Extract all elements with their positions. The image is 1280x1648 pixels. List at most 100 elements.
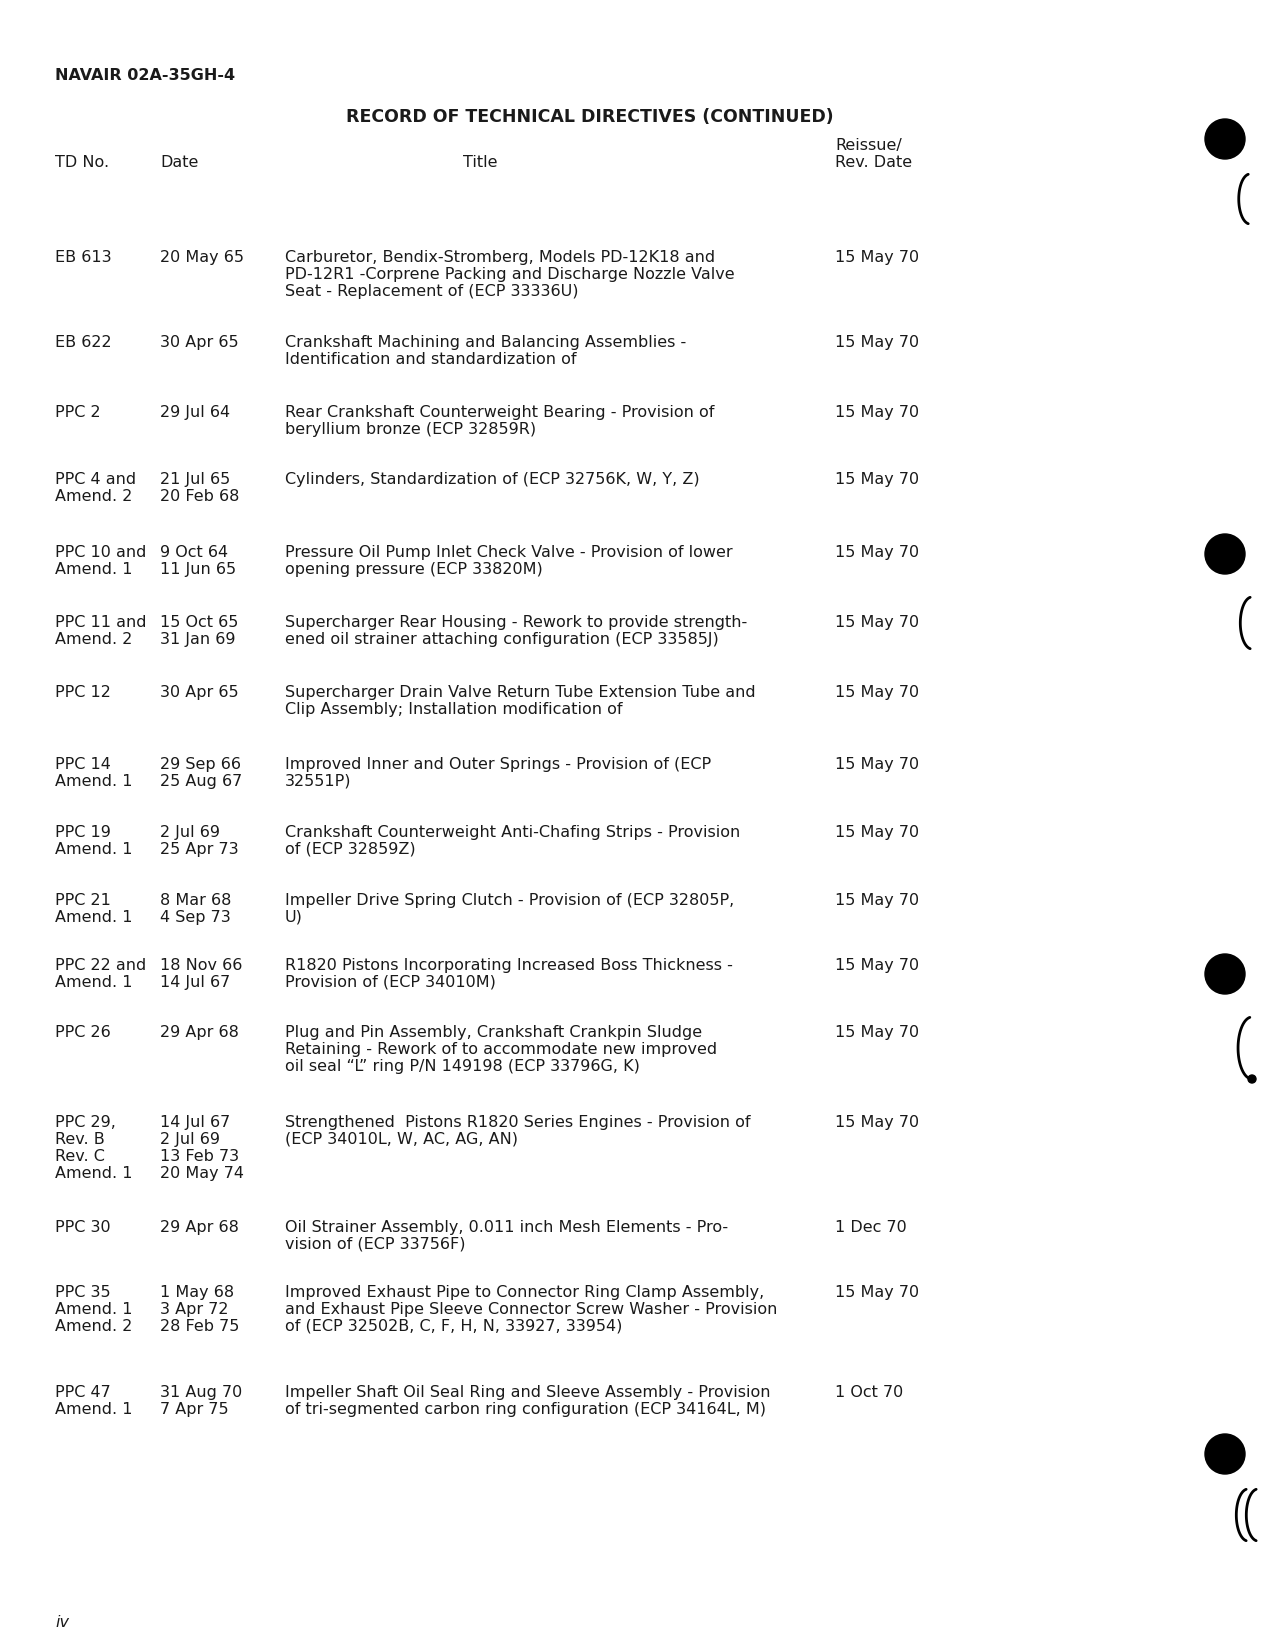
Text: 15 May 70: 15 May 70	[835, 824, 919, 839]
Circle shape	[1204, 534, 1245, 575]
Text: 2 Jul 69: 2 Jul 69	[160, 1131, 220, 1147]
Text: TD No.: TD No.	[55, 155, 109, 170]
Text: EB 622: EB 622	[55, 335, 111, 349]
Text: Rev. C: Rev. C	[55, 1149, 105, 1163]
Text: 32551P): 32551P)	[285, 773, 352, 788]
Text: 2 Jul 69: 2 Jul 69	[160, 824, 220, 839]
Text: 15 May 70: 15 May 70	[835, 756, 919, 771]
Text: Amend. 1: Amend. 1	[55, 1401, 133, 1416]
Text: Amend. 2: Amend. 2	[55, 1318, 132, 1333]
Text: 20 May 65: 20 May 65	[160, 250, 244, 265]
Text: Clip Assembly; Installation modification of: Clip Assembly; Installation modification…	[285, 702, 622, 717]
Text: Plug and Pin Assembly, Crankshaft Crankpin Sludge: Plug and Pin Assembly, Crankshaft Crankp…	[285, 1025, 703, 1040]
Text: Date: Date	[160, 155, 198, 170]
Text: Amend. 1: Amend. 1	[55, 1302, 133, 1317]
Text: Improved Inner and Outer Springs - Provision of (ECP: Improved Inner and Outer Springs - Provi…	[285, 756, 712, 771]
Text: 4 Sep 73: 4 Sep 73	[160, 910, 230, 925]
Text: 15 May 70: 15 May 70	[835, 471, 919, 486]
Text: Amend. 1: Amend. 1	[55, 1165, 133, 1180]
Text: PD-12R1 -Corprene Packing and Discharge Nozzle Valve: PD-12R1 -Corprene Packing and Discharge …	[285, 267, 735, 282]
Text: 1 Dec 70: 1 Dec 70	[835, 1220, 906, 1234]
Text: R1820 Pistons Incorporating Increased Boss Thickness -: R1820 Pistons Incorporating Increased Bo…	[285, 957, 733, 972]
Text: 29 Sep 66: 29 Sep 66	[160, 756, 241, 771]
Circle shape	[1204, 1434, 1245, 1473]
Text: PPC 21: PPC 21	[55, 893, 111, 908]
Text: Amend. 1: Amend. 1	[55, 773, 133, 788]
Text: 21 Jul 65: 21 Jul 65	[160, 471, 230, 486]
Text: 9 Oct 64: 9 Oct 64	[160, 545, 228, 560]
Text: PPC 22 and: PPC 22 and	[55, 957, 146, 972]
Text: PPC 12: PPC 12	[55, 684, 111, 699]
Circle shape	[1204, 954, 1245, 994]
Text: PPC 30: PPC 30	[55, 1220, 110, 1234]
Text: 11 Jun 65: 11 Jun 65	[160, 562, 236, 577]
Text: 15 May 70: 15 May 70	[835, 335, 919, 349]
Text: iv: iv	[55, 1613, 69, 1628]
Text: 7 Apr 75: 7 Apr 75	[160, 1401, 229, 1416]
Text: 15 May 70: 15 May 70	[835, 893, 919, 908]
Text: 25 Apr 73: 25 Apr 73	[160, 842, 238, 857]
Text: of tri-segmented carbon ring configuration (ECP 34164L, M): of tri-segmented carbon ring configurati…	[285, 1401, 765, 1416]
Text: PPC 47: PPC 47	[55, 1384, 111, 1399]
Text: 29 Jul 64: 29 Jul 64	[160, 405, 230, 420]
Text: Provision of (ECP 34010M): Provision of (ECP 34010M)	[285, 974, 495, 989]
Text: Reissue/: Reissue/	[835, 138, 901, 153]
Text: PPC 10 and: PPC 10 and	[55, 545, 146, 560]
Text: Improved Exhaust Pipe to Connector Ring Clamp Assembly,: Improved Exhaust Pipe to Connector Ring …	[285, 1284, 764, 1299]
Text: PPC 35: PPC 35	[55, 1284, 110, 1299]
Text: PPC 19: PPC 19	[55, 824, 111, 839]
Text: 29 Apr 68: 29 Apr 68	[160, 1025, 239, 1040]
Text: 15 May 70: 15 May 70	[835, 684, 919, 699]
Text: 20 Feb 68: 20 Feb 68	[160, 489, 239, 504]
Text: Strengthened  Pistons R1820 Series Engines - Provision of: Strengthened Pistons R1820 Series Engine…	[285, 1114, 750, 1129]
Text: Title: Title	[463, 155, 497, 170]
Text: 15 May 70: 15 May 70	[835, 615, 919, 630]
Text: Retaining - Rework of to accommodate new improved: Retaining - Rework of to accommodate new…	[285, 1042, 717, 1056]
Text: Identification and standardization of: Identification and standardization of	[285, 351, 576, 368]
Text: 30 Apr 65: 30 Apr 65	[160, 684, 238, 699]
Text: Amend. 2: Amend. 2	[55, 631, 132, 646]
Text: 29 Apr 68: 29 Apr 68	[160, 1220, 239, 1234]
Text: PPC 2: PPC 2	[55, 405, 101, 420]
Text: 14 Jul 67: 14 Jul 67	[160, 1114, 230, 1129]
Text: Crankshaft Machining and Balancing Assemblies -: Crankshaft Machining and Balancing Assem…	[285, 335, 686, 349]
Text: 13 Feb 73: 13 Feb 73	[160, 1149, 239, 1163]
Text: opening pressure (ECP 33820M): opening pressure (ECP 33820M)	[285, 562, 543, 577]
Text: Amend. 2: Amend. 2	[55, 489, 132, 504]
Text: Seat - Replacement of (ECP 33336U): Seat - Replacement of (ECP 33336U)	[285, 283, 579, 298]
Text: 31 Jan 69: 31 Jan 69	[160, 631, 236, 646]
Text: Impeller Drive Spring Clutch - Provision of (ECP 32805P,: Impeller Drive Spring Clutch - Provision…	[285, 893, 735, 908]
Text: 15 May 70: 15 May 70	[835, 1025, 919, 1040]
Text: Rev. B: Rev. B	[55, 1131, 105, 1147]
Text: 20 May 74: 20 May 74	[160, 1165, 244, 1180]
Text: of (ECP 32859Z): of (ECP 32859Z)	[285, 842, 416, 857]
Text: EB 613: EB 613	[55, 250, 111, 265]
Text: Rear Crankshaft Counterweight Bearing - Provision of: Rear Crankshaft Counterweight Bearing - …	[285, 405, 714, 420]
Text: PPC 4 and: PPC 4 and	[55, 471, 136, 486]
Text: Oil Strainer Assembly, 0.011 inch Mesh Elements - Pro-: Oil Strainer Assembly, 0.011 inch Mesh E…	[285, 1220, 728, 1234]
Text: 18 Nov 66: 18 Nov 66	[160, 957, 242, 972]
Text: 25 Aug 67: 25 Aug 67	[160, 773, 242, 788]
Text: (ECP 34010L, W, AC, AG, AN): (ECP 34010L, W, AC, AG, AN)	[285, 1131, 518, 1147]
Text: Rev. Date: Rev. Date	[835, 155, 913, 170]
Text: PPC 29,: PPC 29,	[55, 1114, 116, 1129]
Text: PPC 26: PPC 26	[55, 1025, 111, 1040]
Text: Amend. 1: Amend. 1	[55, 842, 133, 857]
Text: Supercharger Rear Housing - Rework to provide strength-: Supercharger Rear Housing - Rework to pr…	[285, 615, 748, 630]
Text: U): U)	[285, 910, 303, 925]
Text: 15 May 70: 15 May 70	[835, 405, 919, 420]
Text: 1 May 68: 1 May 68	[160, 1284, 234, 1299]
Text: and Exhaust Pipe Sleeve Connector Screw Washer - Provision: and Exhaust Pipe Sleeve Connector Screw …	[285, 1302, 777, 1317]
Text: 1 Oct 70: 1 Oct 70	[835, 1384, 904, 1399]
Text: 15 May 70: 15 May 70	[835, 250, 919, 265]
Text: 31 Aug 70: 31 Aug 70	[160, 1384, 242, 1399]
Text: 14 Jul 67: 14 Jul 67	[160, 974, 230, 989]
Circle shape	[1204, 120, 1245, 160]
Text: 15 May 70: 15 May 70	[835, 545, 919, 560]
Text: Supercharger Drain Valve Return Tube Extension Tube and: Supercharger Drain Valve Return Tube Ext…	[285, 684, 755, 699]
Text: oil seal “L” ring P/N 149198 (ECP 33796G, K): oil seal “L” ring P/N 149198 (ECP 33796G…	[285, 1058, 640, 1073]
Text: 28 Feb 75: 28 Feb 75	[160, 1318, 239, 1333]
Text: Carburetor, Bendix-Stromberg, Models PD-12K18 and: Carburetor, Bendix-Stromberg, Models PD-…	[285, 250, 716, 265]
Text: Amend. 1: Amend. 1	[55, 562, 133, 577]
Text: 15 May 70: 15 May 70	[835, 1114, 919, 1129]
